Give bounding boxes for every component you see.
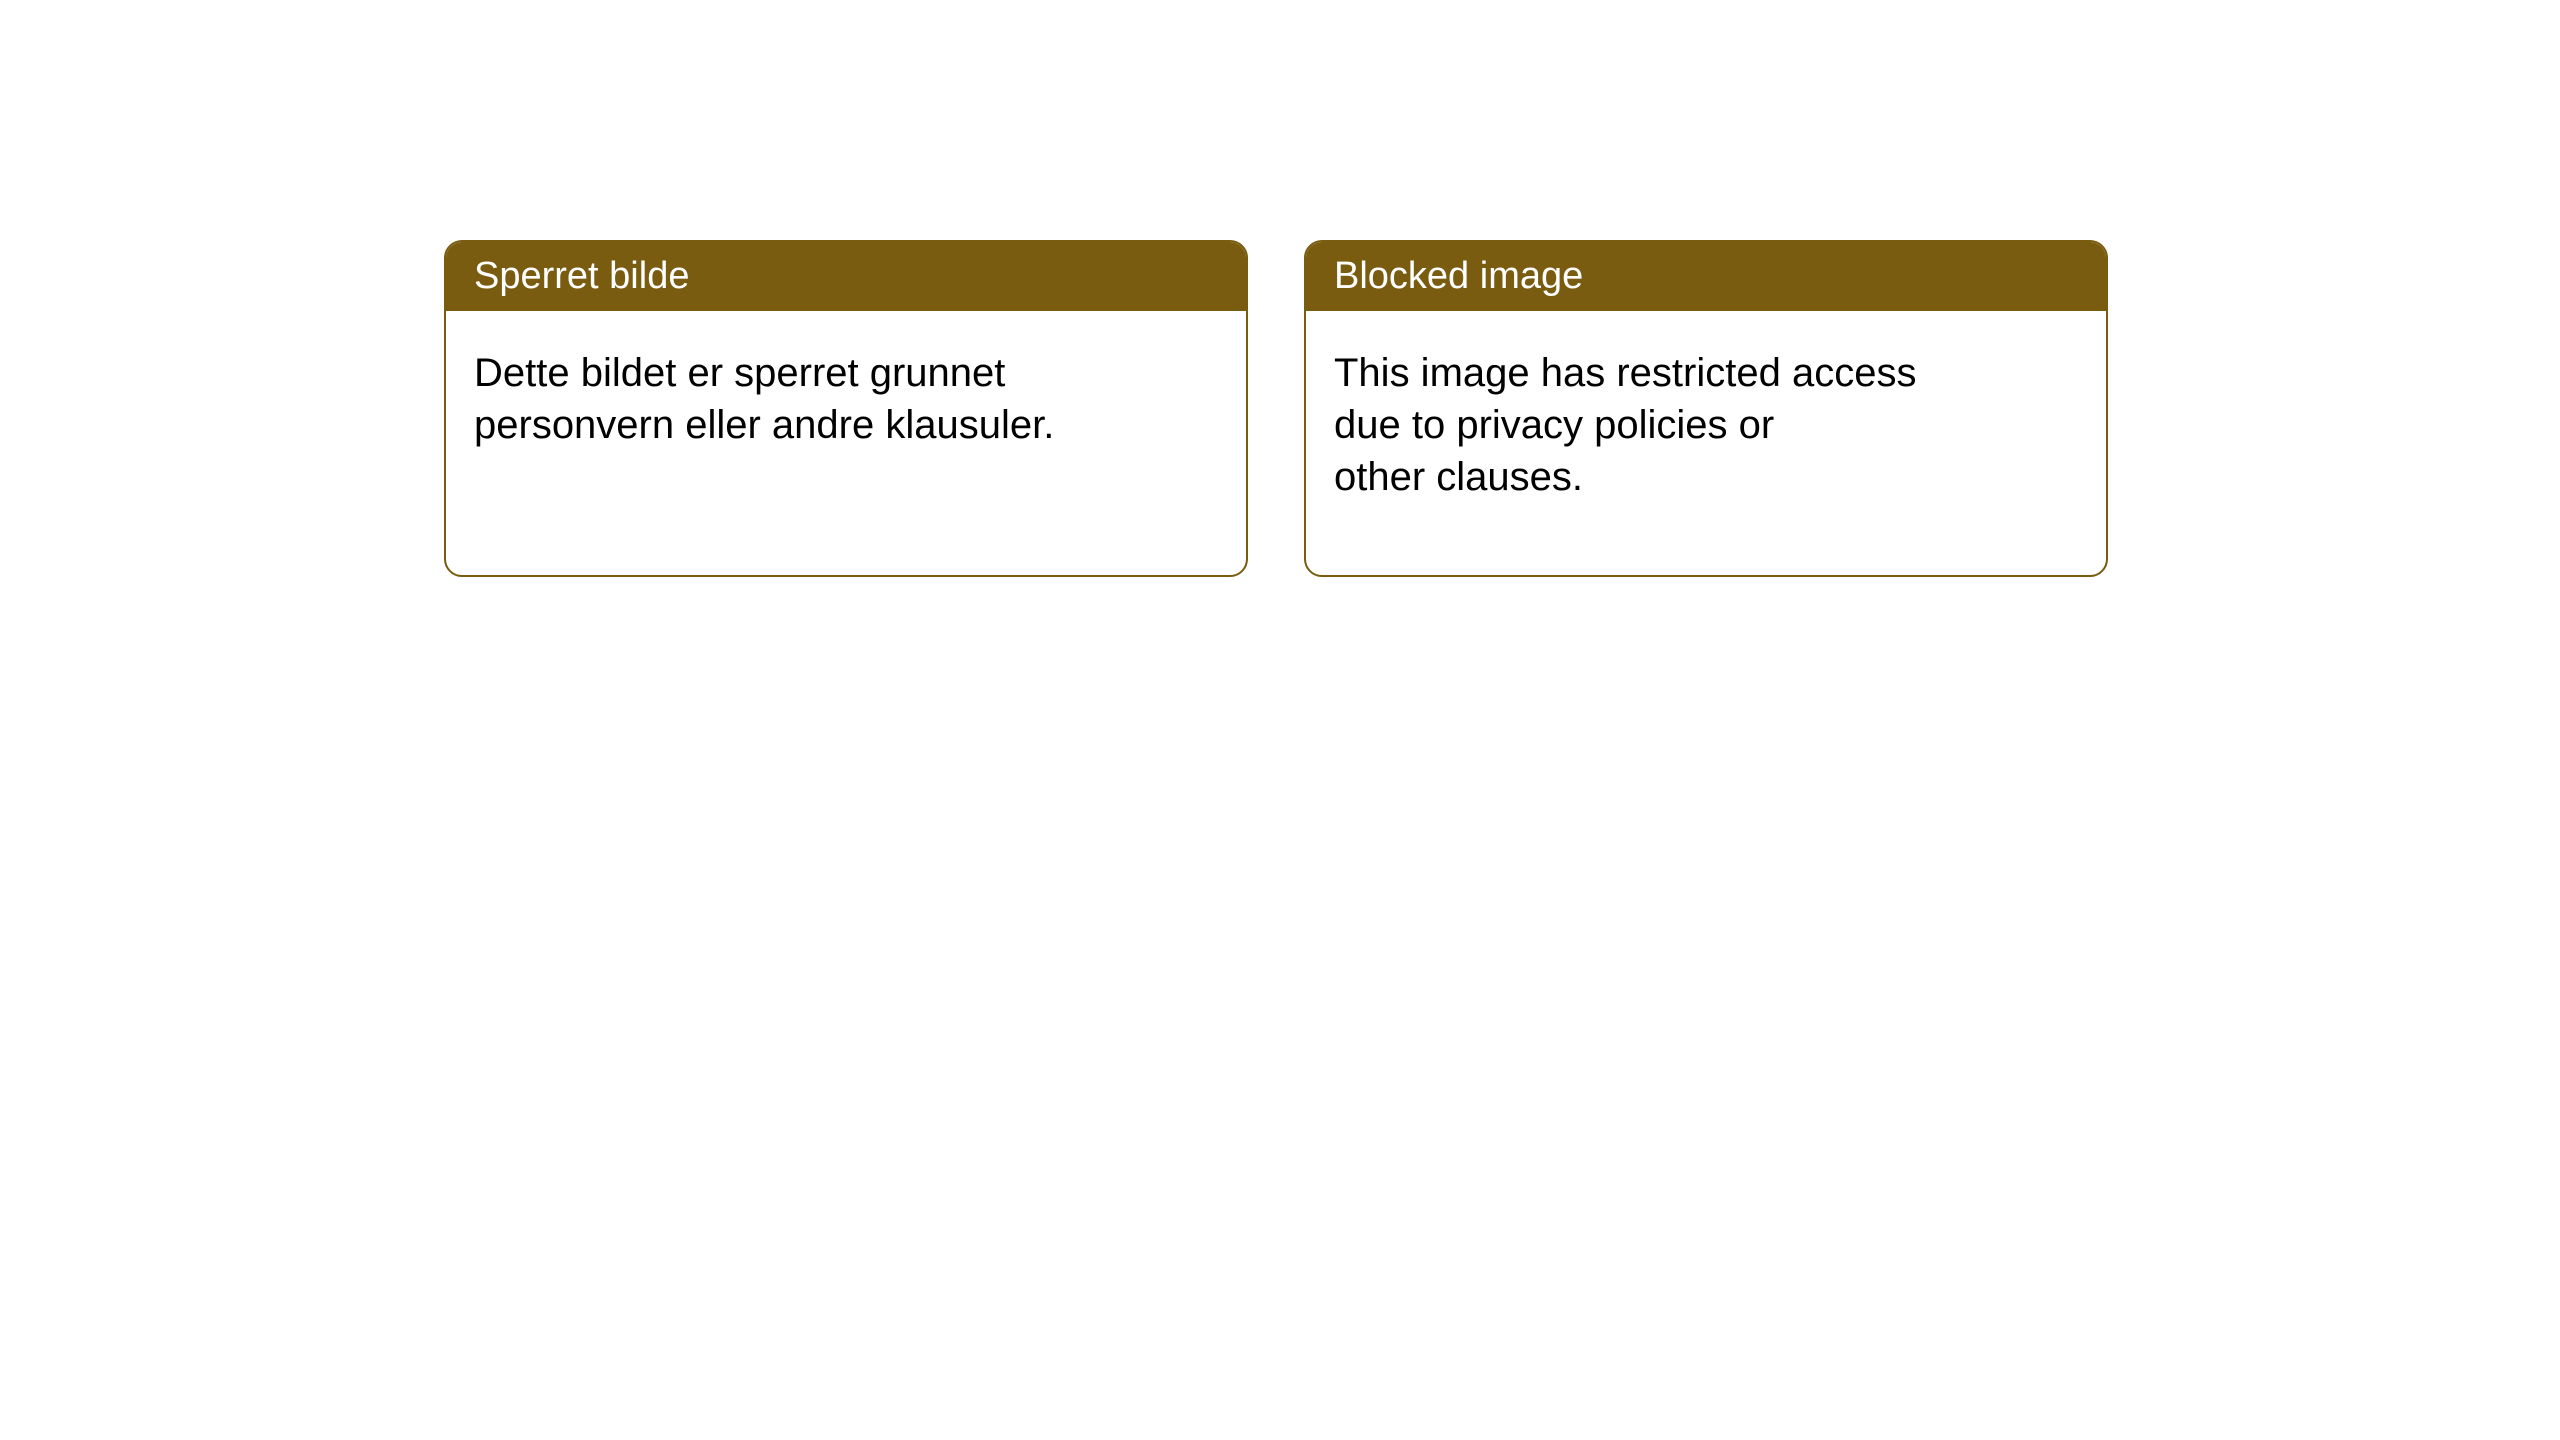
blocked-image-card-norwegian: Sperret bilde Dette bildet er sperret gr…	[444, 240, 1248, 577]
card-body-norwegian: Dette bildet er sperret grunnet personve…	[446, 311, 1246, 523]
blocked-image-card-english: Blocked image This image has restricted …	[1304, 240, 2108, 577]
card-body-english: This image has restricted access due to …	[1306, 311, 2106, 575]
card-header-norwegian: Sperret bilde	[446, 242, 1246, 311]
card-header-english: Blocked image	[1306, 242, 2106, 311]
notice-container: Sperret bilde Dette bildet er sperret gr…	[0, 0, 2560, 577]
